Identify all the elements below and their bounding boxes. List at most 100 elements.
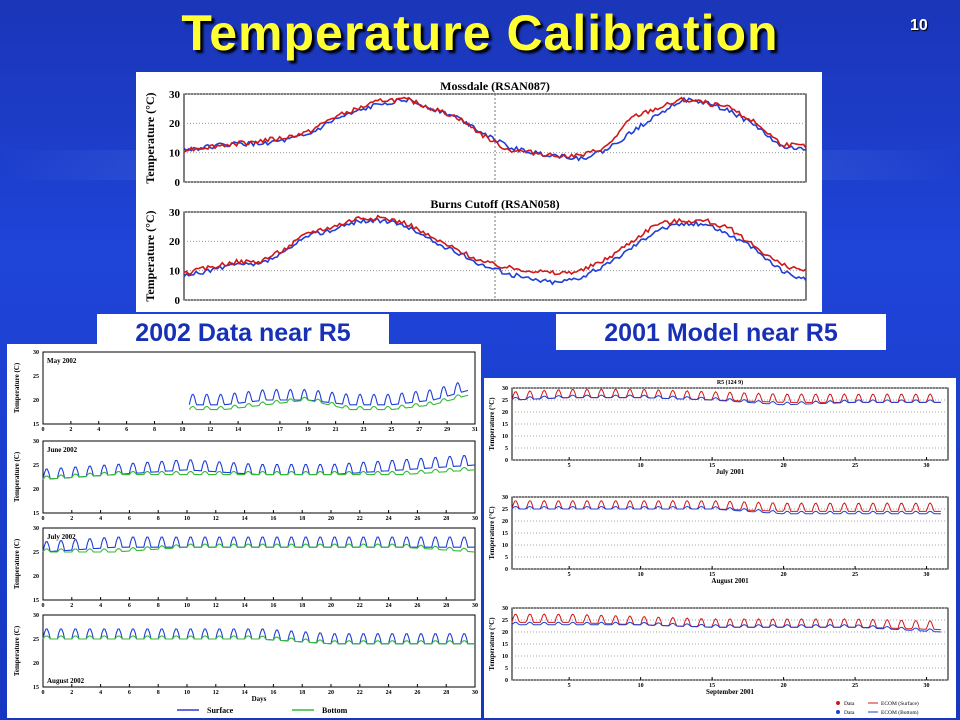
x-tick-label: 22 xyxy=(357,603,363,609)
x-tick-label: 5 xyxy=(568,572,571,578)
caption-data-2002: 2002 Data near R5 xyxy=(97,314,389,350)
y-tick-label: 15 xyxy=(33,511,39,517)
y-tick-label: 30 xyxy=(33,526,39,532)
x-tick-label: 27 xyxy=(416,427,422,433)
model-2001-plot-1: 0 5 10 15 20 25 30 5 10 15 20 25 30 Temperature (°C) A… xyxy=(488,495,949,585)
x-tick-label: 0 xyxy=(42,603,45,609)
y-tick-label: 15 xyxy=(502,422,508,428)
y-axis-label: Temperature (C) xyxy=(13,538,21,589)
plot-frame xyxy=(42,527,476,601)
x-tick-label: 6 xyxy=(128,516,131,522)
y-tick-label: 15 xyxy=(502,642,508,648)
x-tick-label: 23 xyxy=(361,427,367,433)
y-tick-label: 20 xyxy=(169,236,181,248)
x-tick-label: 2 xyxy=(70,603,73,609)
x-tick-label: 20 xyxy=(328,516,334,522)
x-tick-label: 8 xyxy=(157,516,160,522)
x-tick-label: 26 xyxy=(414,690,420,696)
x-tick-label: 10 xyxy=(184,516,190,522)
legend-label-ecom-bottom: ECOM (Bottom) xyxy=(881,709,919,716)
x-tick-label: 4 xyxy=(99,690,102,696)
x-axis-label: September 2001 xyxy=(706,688,754,696)
model-2001-chart: 0 5 10 15 20 25 30 5 10 15 20 25 30 R5 (124 9) Tempera… xyxy=(488,379,949,716)
y-axis-label: Temperature (°C) xyxy=(143,210,157,301)
y-axis-label: Temperature (°C) xyxy=(143,92,157,183)
x-tick-label: 10 xyxy=(184,603,190,609)
x-tick-label: 25 xyxy=(852,463,858,469)
y-tick-label: 0 xyxy=(505,567,508,573)
x-tick-label: 12 xyxy=(213,603,219,609)
chart-title: Mossdale (RSAN087) xyxy=(440,79,550,93)
y-tick-label: 10 xyxy=(169,266,181,278)
y-axis-label: Temperature (°C) xyxy=(488,506,496,560)
x-tick-label: 8 xyxy=(153,427,156,433)
x-tick-label: 2 xyxy=(70,690,73,696)
y-tick-label: 15 xyxy=(502,531,508,537)
y-tick-label: 0 xyxy=(175,295,181,307)
x-tick-label: 25 xyxy=(852,572,858,578)
x-tick-label: 12 xyxy=(213,690,219,696)
x-tick-label: 14 xyxy=(242,516,248,522)
x-tick-label: 18 xyxy=(299,516,305,522)
y-tick-label: 20 xyxy=(33,661,39,667)
x-tick-label: 16 xyxy=(270,516,276,522)
x-tick-label: 21 xyxy=(333,427,339,433)
plot-frame xyxy=(42,614,476,688)
caption-model-2001: 2001 Model near R5 xyxy=(556,314,886,350)
x-tick-label: 24 xyxy=(386,516,392,522)
y-tick-label: 30 xyxy=(502,386,508,392)
legend-label-ecom-surface: ECOM (Surface) xyxy=(881,700,919,707)
x-tick-label: 31 xyxy=(472,427,478,433)
x-tick-label: 0 xyxy=(42,690,45,696)
x-tick-label: 30 xyxy=(924,463,930,469)
y-tick-label: 5 xyxy=(505,666,508,672)
x-tick-label: 10 xyxy=(179,427,185,433)
series-line-surface xyxy=(42,628,475,645)
x-tick-label: 14 xyxy=(242,603,248,609)
y-tick-label: 25 xyxy=(502,507,508,513)
series-line-surface xyxy=(42,455,476,480)
y-tick-label: 30 xyxy=(502,606,508,612)
x-tick-label: 0 xyxy=(42,516,45,522)
y-tick-label: 25 xyxy=(33,463,39,469)
y-tick-label: 30 xyxy=(33,613,39,619)
x-tick-label: 12 xyxy=(207,427,213,433)
x-tick-label: 15 xyxy=(709,463,715,469)
chart-title: Burns Cutoff (RSAN058) xyxy=(430,197,559,211)
legend-label-surface: Surface xyxy=(207,706,234,715)
model-2001-plot-2: 0 5 10 15 20 25 30 5 10 15 20 25 30 Temperature (°C) S… xyxy=(488,606,949,696)
y-tick-label: 30 xyxy=(33,350,39,356)
slide-number: 10 xyxy=(910,17,928,34)
y-tick-label: 30 xyxy=(169,89,181,101)
x-tick-label: 16 xyxy=(270,603,276,609)
legend-marker-data-blue xyxy=(836,710,840,714)
burns-cutoff-plot: 0 10 20 30 Burns Cutoff (RSAN058) Temperature… xyxy=(143,197,807,307)
x-tick-label: 17 xyxy=(277,427,283,433)
y-tick-label: 30 xyxy=(33,439,39,445)
x-tick-label: 18 xyxy=(299,690,305,696)
chart-title: May 2002 xyxy=(47,357,77,365)
x-tick-label: 8 xyxy=(157,603,160,609)
x-tick-label: 28 xyxy=(443,690,449,696)
y-tick-label: 20 xyxy=(502,410,508,416)
series-line-bottom xyxy=(188,394,469,411)
data-2002-legend: Surface Bottom xyxy=(177,706,348,715)
x-tick-label: 20 xyxy=(781,572,787,578)
x-tick-label: 20 xyxy=(781,683,787,689)
x-tick-label: 25 xyxy=(852,683,858,689)
x-tick-label: 28 xyxy=(443,603,449,609)
y-tick-label: 15 xyxy=(33,598,39,604)
slide-title: Temperature Calibration xyxy=(181,5,779,61)
x-tick-label: 30 xyxy=(472,603,478,609)
y-tick-label: 0 xyxy=(505,678,508,684)
y-tick-label: 20 xyxy=(33,398,39,404)
x-tick-label: 15 xyxy=(709,683,715,689)
model-2001-panel: 0 5 10 15 20 25 30 5 10 15 20 25 30 R5 (124 9) Tempera… xyxy=(484,378,956,718)
series-line-bottom xyxy=(42,635,475,645)
y-tick-label: 10 xyxy=(502,434,508,440)
x-axis-label: Days xyxy=(252,695,267,703)
y-tick-label: 20 xyxy=(502,630,508,636)
y-tick-label: 20 xyxy=(33,574,39,580)
series-line-surface xyxy=(42,536,475,553)
